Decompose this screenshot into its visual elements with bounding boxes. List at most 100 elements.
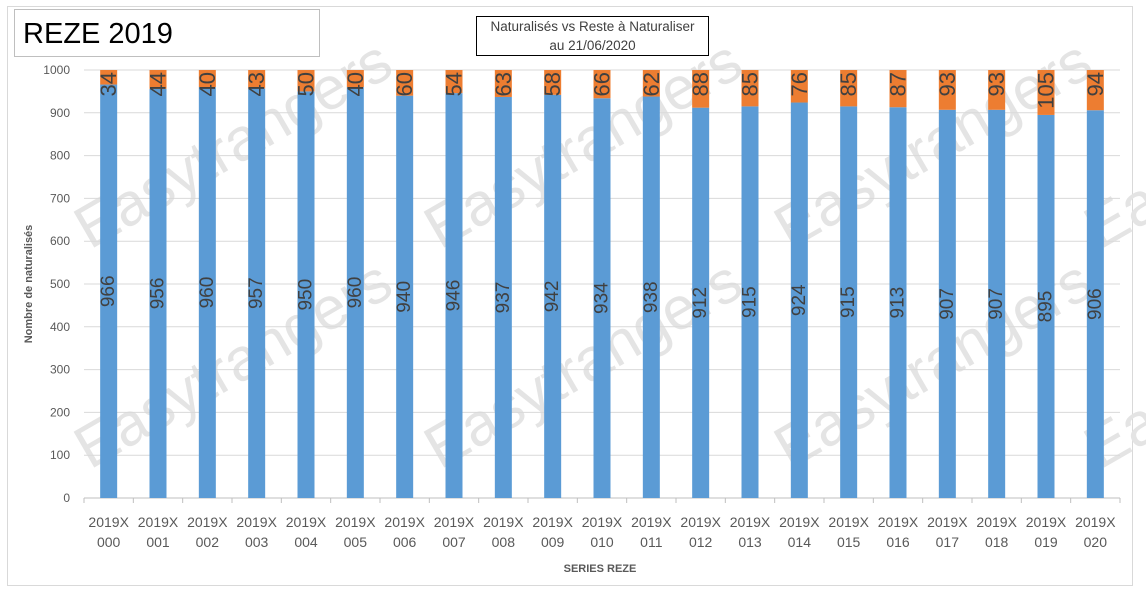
bar-naturalises [1037, 114, 1055, 498]
bar-reste [544, 70, 562, 95]
data-label: 950 [296, 279, 317, 311]
x-tick-label: 014 [788, 534, 812, 550]
bar-naturalises [692, 107, 710, 498]
bar-reste [1037, 70, 1055, 115]
x-tick-label: 005 [344, 534, 368, 550]
x-tick-label: 2019X [1075, 514, 1116, 530]
data-label: 50 [294, 72, 319, 96]
bar-reste [692, 70, 710, 108]
x-tick-label: 2019X [483, 514, 524, 530]
x-tick-label: 2019X [335, 514, 376, 530]
x-tick-label: 012 [689, 534, 713, 550]
x-tick-label: 003 [245, 534, 269, 550]
x-tick-label: 000 [97, 534, 121, 550]
x-axis-title: SERIES REZE [564, 563, 637, 575]
bar-naturalises [889, 107, 907, 499]
data-label: 66 [590, 72, 615, 96]
data-label: 912 [690, 287, 711, 319]
y-tick-label: 400 [50, 320, 70, 334]
data-label: 956 [148, 278, 169, 310]
x-tick-label: 2019X [730, 514, 771, 530]
bar-reste [938, 70, 956, 110]
data-label: 40 [195, 72, 220, 96]
x-tick-label: 013 [738, 534, 762, 550]
x-tick-label: 020 [1084, 534, 1108, 550]
data-label: 63 [491, 72, 516, 96]
bar-reste [988, 70, 1006, 110]
data-label: 960 [345, 277, 366, 309]
bar-naturalises [445, 93, 463, 498]
data-label: 85 [738, 72, 763, 96]
x-tick-label: 2019X [384, 514, 425, 530]
bar-reste [248, 70, 266, 89]
chart-subtitle: Naturalisés vs Reste à Naturaliser au 21… [476, 16, 709, 56]
x-tick-label: 2019X [976, 514, 1017, 530]
bar-naturalises [297, 91, 315, 499]
x-tick-label: 011 [640, 534, 663, 550]
data-label: 87 [886, 72, 911, 96]
data-label: 913 [888, 287, 909, 319]
data-label: 94 [1083, 72, 1108, 96]
data-label: 946 [444, 280, 465, 312]
data-label: 76 [787, 72, 812, 96]
x-tick-label: 2019X [927, 514, 968, 530]
data-label: 40 [343, 72, 368, 96]
data-label: 85 [836, 72, 861, 96]
data-label: 966 [98, 275, 119, 307]
bar-naturalises [988, 109, 1006, 498]
bar-reste [198, 70, 216, 88]
bar-reste [642, 70, 660, 97]
bar-reste [396, 70, 414, 96]
x-tick-label: 004 [294, 534, 318, 550]
data-label: 906 [1085, 288, 1106, 320]
subtitle-line-2: au 21/06/2020 [549, 38, 636, 53]
bar-reste [840, 70, 858, 107]
x-tick-label: 006 [393, 534, 417, 550]
bar-reste [149, 70, 167, 89]
bar-naturalises [396, 95, 414, 499]
y-tick-label: 700 [50, 191, 70, 205]
y-tick-label: 800 [50, 149, 70, 163]
data-label: 907 [937, 288, 958, 320]
bar-reste [100, 70, 118, 85]
y-tick-label: 600 [50, 234, 70, 248]
data-label: 934 [592, 282, 613, 314]
x-tick-label: 2019X [631, 514, 672, 530]
x-tick-label: 2019X [434, 514, 475, 530]
bar-naturalises [494, 96, 512, 499]
bar-reste [889, 70, 907, 108]
bar-naturalises [741, 106, 759, 498]
x-tick-label: 009 [541, 534, 565, 550]
bar-naturalises [346, 87, 364, 499]
data-label: 957 [246, 277, 267, 309]
bar-naturalises [593, 98, 611, 499]
data-label: 88 [688, 72, 713, 96]
data-label: 915 [740, 286, 761, 318]
bar-reste [346, 70, 364, 88]
x-tick-label: 007 [442, 534, 466, 550]
data-label: 43 [244, 72, 269, 96]
y-tick-label: 100 [50, 448, 70, 462]
y-tick-label: 300 [50, 363, 70, 377]
data-label: 93 [984, 72, 1009, 96]
x-tick-label: 008 [492, 534, 516, 550]
y-tick-label: 1000 [43, 63, 70, 77]
data-label: 915 [838, 286, 859, 318]
bar-naturalises [1086, 110, 1104, 499]
bar-reste [494, 70, 512, 97]
bar-reste [445, 70, 463, 94]
y-tick-label: 500 [50, 277, 70, 291]
bar-reste [741, 70, 759, 107]
data-label: 44 [146, 72, 171, 96]
data-label: 895 [1036, 291, 1057, 323]
x-tick-label: 019 [1034, 534, 1058, 550]
x-tick-label: 001 [146, 534, 170, 550]
x-tick-label: 2019X [88, 514, 129, 530]
y-tick-label: 0 [63, 491, 70, 505]
x-tick-label: 016 [886, 534, 910, 550]
bar-naturalises [198, 87, 216, 499]
x-tick-label: 015 [837, 534, 861, 550]
x-tick-label: 002 [196, 534, 220, 550]
data-label: 58 [540, 72, 565, 96]
